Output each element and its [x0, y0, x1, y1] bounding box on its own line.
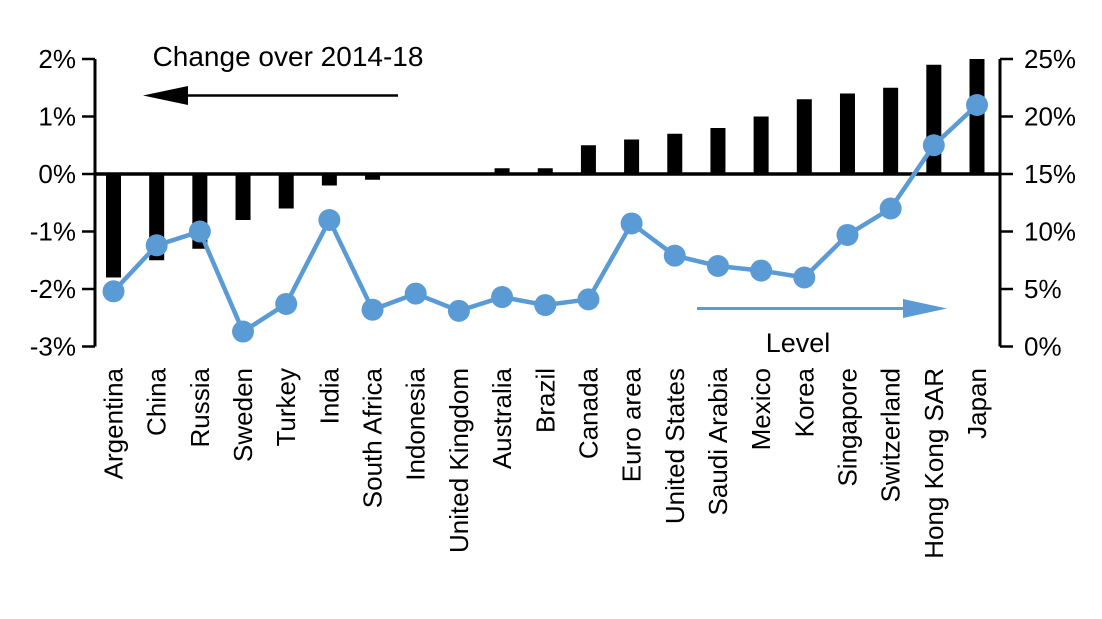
level-dot: [706, 255, 729, 277]
left-axis-tick-label: 0%: [38, 159, 76, 189]
category-label: Hong Kong SAR: [919, 368, 949, 559]
change-bar: [883, 87, 899, 174]
change-bar: [667, 133, 683, 174]
right-axis-tick-label: 15%: [1024, 159, 1076, 189]
bar-annotation-label: Change over 2014-18: [153, 41, 424, 72]
left-axis-tick-label: -1%: [30, 217, 76, 247]
right-axis-tick-label: 10%: [1024, 217, 1076, 247]
change-bar: [624, 139, 640, 174]
category-label: Saudi Arabia: [703, 367, 733, 515]
change-bar: [580, 145, 596, 174]
left-axis-tick-label: -2%: [30, 274, 76, 304]
category-label: Mexico: [746, 368, 776, 450]
level-dot: [318, 209, 341, 231]
change-bar: [278, 174, 294, 209]
category-label: Japan: [962, 368, 992, 439]
level-dot: [922, 134, 945, 157]
right-arrow-icon: [903, 299, 947, 318]
level-dot: [361, 298, 384, 321]
category-label: Australia: [487, 367, 517, 469]
left-arrow-icon: [143, 86, 188, 105]
change-bar: [839, 93, 855, 174]
level-dot: [102, 280, 125, 303]
right-axis-tick-label: 5%: [1024, 274, 1062, 304]
left-axis-tick-label: 2%: [38, 44, 76, 74]
category-label: Euro area: [617, 367, 647, 482]
change-bar: [969, 59, 985, 174]
change-bar: [537, 168, 553, 174]
category-label: India: [314, 367, 344, 424]
right-axis-tick-label: 20%: [1024, 102, 1076, 132]
change-bar: [710, 128, 726, 174]
level-dot: [491, 286, 514, 309]
level-dot: [879, 197, 902, 220]
category-label: Russia: [185, 367, 215, 447]
left-axis-tick-label: -3%: [30, 332, 76, 362]
change-bar: [494, 168, 510, 174]
category-label: Singapore: [832, 368, 862, 487]
change-bar: [235, 174, 251, 220]
category-label: Korea: [789, 367, 819, 437]
change-bar: [926, 64, 942, 174]
change-bar: [753, 116, 769, 174]
category-label: Argentina: [99, 367, 129, 479]
category-label: United States: [660, 368, 690, 524]
level-dot: [750, 259, 773, 282]
change-bar: [106, 174, 121, 278]
change-bar: [796, 99, 812, 174]
level-dot: [145, 234, 168, 257]
category-label: Canada: [573, 367, 603, 459]
category-label: China: [142, 367, 172, 435]
level-dot: [663, 244, 686, 267]
level-dot: [620, 212, 643, 235]
line-annotation-label: Level: [766, 328, 831, 358]
level-dot: [793, 266, 816, 289]
level-dot: [966, 94, 988, 116]
change-bar: [321, 174, 337, 186]
level-dot: [188, 220, 211, 243]
level-dot: [275, 292, 298, 315]
level-dot: [577, 288, 600, 311]
category-label: South Africa: [358, 367, 388, 508]
right-axis-tick-label: 0%: [1024, 332, 1062, 362]
category-label: United Kingdom: [444, 368, 474, 553]
category-label: Turkey: [271, 368, 301, 447]
category-label: Brazil: [530, 368, 560, 433]
level-dot: [534, 294, 557, 317]
category-label: Switzerland: [876, 368, 906, 502]
category-label: Indonesia: [401, 367, 431, 480]
change-bar: [365, 174, 381, 180]
right-axis-tick-label: 25%: [1024, 44, 1076, 74]
category-label: Sweden: [228, 368, 258, 462]
level-dot: [836, 223, 859, 246]
level-dot: [447, 299, 470, 322]
level-dot: [232, 320, 255, 343]
level-dot: [404, 282, 427, 305]
left-axis-tick-label: 1%: [38, 102, 76, 132]
